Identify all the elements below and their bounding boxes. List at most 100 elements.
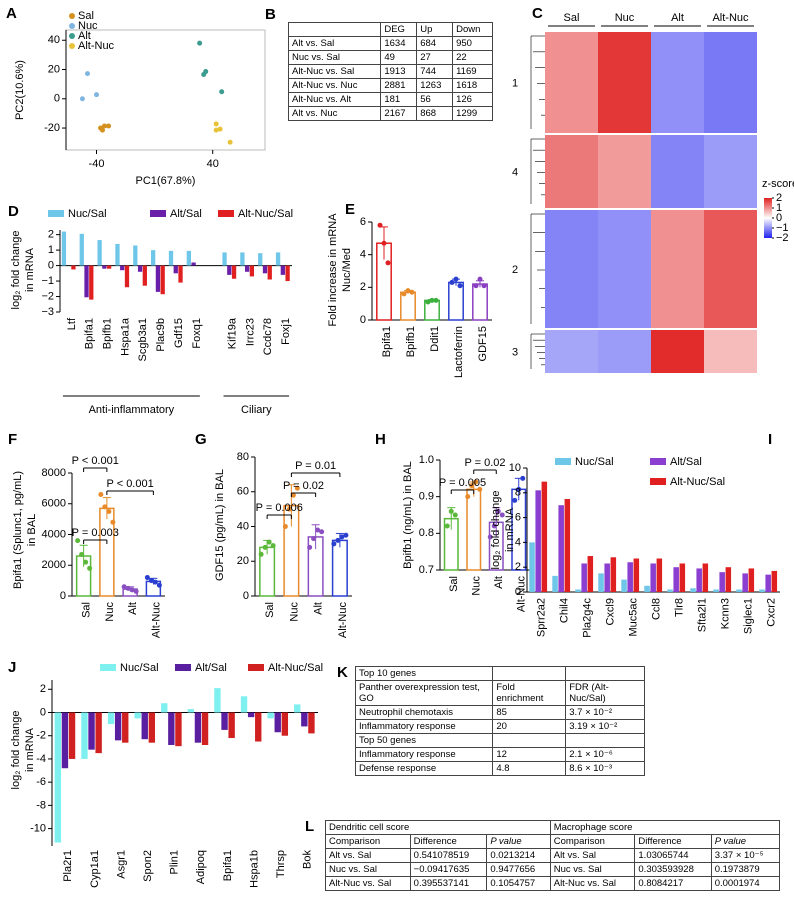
y-tick-label: -2 (36, 730, 46, 742)
bar (81, 712, 88, 759)
cell: Inflammatory response (354, 747, 494, 762)
cell: 868 (416, 106, 454, 121)
y-tick-label: 2 (360, 281, 366, 293)
colorbar-tick-label: 0 (776, 212, 782, 224)
cell: 1913 (380, 64, 418, 79)
point (133, 588, 139, 594)
bar (627, 562, 633, 592)
point (99, 127, 105, 133)
table-row: Inflammatory response 20 3.19 × 10⁻² (354, 719, 645, 734)
bar (673, 567, 679, 592)
table-row: Alt-Nuc vs. Sal 1913 744 1169 (287, 64, 493, 79)
point (125, 585, 131, 591)
table: DEG Up Down Alt vs. Sal 1634 684 950 Nuc vs. Sa… (287, 22, 493, 121)
point (481, 283, 487, 289)
bar (696, 568, 702, 592)
bar (719, 572, 725, 592)
bar (644, 585, 650, 592)
point (282, 524, 288, 529)
point (290, 492, 296, 498)
annotation: P = 0.02 (464, 457, 505, 469)
bar (308, 712, 315, 734)
point (79, 96, 85, 102)
bar (240, 696, 248, 713)
bar (280, 265, 285, 275)
header-cell: Fold enrichment (492, 680, 567, 706)
point (307, 544, 313, 550)
bar (54, 712, 62, 843)
y-tick-label: 0.9 (419, 491, 434, 503)
point (258, 551, 264, 557)
point (469, 483, 475, 489)
x-tick-label: Ccl8 (650, 598, 662, 620)
panel-label: F (8, 431, 17, 448)
x-tick-label: Cxcr2 (765, 598, 777, 627)
legend-label: Alt/Sal (670, 456, 702, 468)
cell: Nuc vs. Sal (549, 862, 636, 877)
x-tick-label: Alt-Nuc (516, 576, 528, 613)
bar (102, 265, 107, 269)
y-axis-label: Nuc/Med (341, 248, 353, 292)
point (491, 523, 497, 529)
bar (400, 291, 416, 321)
legend-label: Sal (78, 10, 94, 22)
y-tick-label: 40 (237, 520, 249, 532)
x-tick-label: -40 (89, 158, 105, 170)
x-tick-label: Ccdc78 (262, 318, 274, 355)
point (381, 240, 387, 246)
point (294, 485, 300, 491)
point (83, 559, 89, 565)
cell: Alt-Nuc vs. Sal (325, 876, 411, 891)
y-tick-label: −1 (41, 275, 54, 287)
point (335, 537, 341, 543)
y-tick-label: 6 (515, 512, 521, 524)
y-tick-label: 0 (360, 314, 366, 326)
table: Dendritic cell score Macrophage score Comp… (325, 820, 781, 891)
legend-swatch (248, 664, 264, 671)
x-tick-label: Bok (302, 850, 314, 869)
y-tick-label: 80 (237, 451, 249, 463)
bar (621, 579, 627, 592)
point (217, 126, 223, 132)
point (227, 139, 233, 145)
point (106, 123, 112, 129)
bar (89, 265, 94, 300)
legend-label: Alt (78, 30, 91, 42)
y-tick-label: 8000 (42, 467, 66, 479)
x-tick-label: Bpifa1 (84, 318, 96, 349)
panel-label: G (195, 431, 207, 448)
point (144, 575, 150, 581)
bar (736, 589, 742, 592)
point (520, 475, 526, 481)
cell: 684 (416, 36, 454, 51)
column-label: Nuc (615, 12, 635, 24)
x-tick-label: Siglec1 (742, 598, 754, 634)
table-row: DEG Up Down (287, 22, 493, 37)
legend-marker (69, 13, 75, 19)
x-tick-label: Lactoferrin (453, 326, 465, 378)
table-row: Alt vs. Nuc 2167 868 1299 (287, 106, 493, 121)
bar (137, 265, 143, 272)
row-label: 3 (512, 346, 518, 358)
bar (160, 265, 165, 295)
cell: 4.8 (492, 761, 567, 776)
heatmap-cell (598, 330, 651, 373)
legend-swatch (150, 210, 166, 217)
heatmap-cell (545, 32, 598, 133)
annotation: P = 0.01 (295, 460, 336, 472)
point (101, 123, 107, 129)
point (102, 504, 108, 510)
bar (106, 265, 112, 269)
cell: Nuc vs. Sal (287, 50, 382, 65)
bar (231, 265, 237, 279)
cell: 8.6 × 10⁻³ (565, 761, 645, 776)
point (425, 299, 431, 305)
bar (124, 265, 130, 288)
x-tick-label: Thrsp (275, 850, 287, 878)
cell (287, 22, 382, 37)
bar (148, 712, 156, 743)
bar (281, 712, 289, 736)
point (477, 486, 483, 492)
panel-label: J (8, 659, 16, 676)
bar (679, 563, 686, 592)
